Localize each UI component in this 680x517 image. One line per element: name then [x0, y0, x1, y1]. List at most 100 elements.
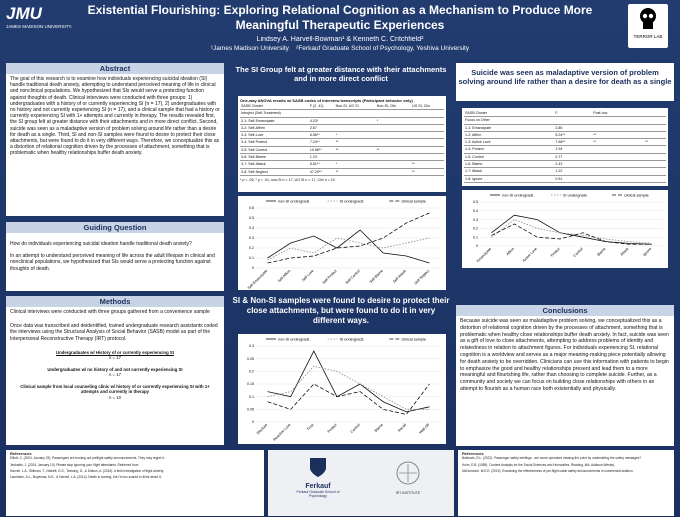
- group: Clinical sample from local counseling cl…: [18, 384, 212, 401]
- cell: [334, 124, 376, 133]
- conclusions-body: Because suicide was seen as maladaptive …: [456, 316, 674, 446]
- cell: [411, 131, 444, 140]
- series-line: [491, 219, 652, 244]
- cell: **: [375, 146, 412, 155]
- results-heading: Suicide was seen as maladaptive version …: [456, 63, 674, 101]
- cell: [644, 145, 660, 154]
- table-row: 3-1: Self-Emancipate 4.23* *: [240, 117, 444, 125]
- table-row: Introject (Self-Treatment): [240, 109, 444, 118]
- x-tick-label: Reactive Love: [272, 423, 291, 442]
- chart: 0 0.05 0.1 0.15 0.2 0.25 0.3 Disclose Reactive L…: [247, 337, 441, 442]
- cell: 1-8: Ignore: [464, 175, 555, 183]
- y-tick-label: 0.5: [473, 200, 478, 204]
- cell: **: [592, 131, 645, 140]
- abstract-body: The goal of this research is to examine …: [6, 74, 224, 216]
- x-tick-label: Self Neglect: [414, 269, 431, 286]
- y-tick-label: 0.1: [249, 395, 254, 399]
- cell: [659, 131, 666, 140]
- y-tick-label: 0.2: [249, 370, 254, 374]
- guiding-body: How do individuals experiencing suicidal…: [6, 233, 224, 291]
- table: SASB Cluster F (2, 41) Non-SI, UG SI Non-SI…: [240, 103, 444, 176]
- reference: Jeubalds, J. (2024, January 10). Please …: [10, 462, 139, 467]
- cell: 47.29**: [308, 168, 335, 176]
- group-label: Undergraduates w/ no history of and not …: [47, 366, 183, 372]
- cell: 1-7: Attack: [464, 167, 555, 176]
- cell: 3-4: Self-Protect: [240, 138, 309, 147]
- cell: 3-5: Self-Control: [240, 146, 309, 155]
- cell: *: [375, 117, 412, 125]
- references-right: References Bukiewic, R.L. (2022). Passeng…: [458, 450, 674, 516]
- group-n: n = 17: [108, 355, 122, 361]
- table-row: 1-6: Blame 2.43: [464, 160, 666, 169]
- table-row: 3-5: Self-Control 10.88** ** **: [240, 146, 444, 155]
- series-line: [267, 350, 430, 413]
- cell: [334, 109, 376, 118]
- series-line: [267, 365, 430, 410]
- cell: 1-5: Control: [464, 153, 555, 162]
- y-tick-label: 0.25: [247, 357, 254, 361]
- y-tick-label: 0.1: [249, 256, 254, 260]
- cell: Focus on Other: [464, 116, 555, 125]
- cell: [644, 131, 660, 140]
- series-line: [267, 229, 430, 264]
- paragraph: How do individuals experiencing suicidal…: [10, 241, 192, 247]
- cell: 3-6: Self-Blame: [240, 153, 309, 162]
- cell: Introject (Self-Treatment): [240, 109, 309, 118]
- irt-logo: IRT INSTITUTE: [378, 460, 438, 510]
- cell: 7.24**: [308, 138, 335, 147]
- cell: [592, 160, 645, 169]
- cell: **: [411, 160, 444, 169]
- table: SASB Cluster F Post-hoc Focus on Other 1-1: …: [464, 110, 666, 183]
- logo-text: IRT INSTITUTE: [395, 491, 421, 495]
- references-heading: References: [10, 451, 32, 456]
- chart-box: 0 0.1 0.2 0.3 0.4 0.5 Emancipate Affirm Active L…: [462, 190, 668, 268]
- logo-text: TERROR LAB: [633, 34, 663, 39]
- x-tick-label: Ignore: [642, 247, 652, 257]
- x-tick-label: Control: [350, 423, 361, 434]
- logo-sub: Ferkauf Graduate School of Psychology: [296, 490, 340, 498]
- skull-icon: [640, 8, 656, 29]
- x-tick-label: Blame: [374, 423, 384, 433]
- paragraph: In an attempt to understand perceived me…: [10, 253, 215, 272]
- reference: Harvell, L.A., Stillman, T., Nisbett, G.…: [10, 468, 164, 473]
- x-tick-label: Self Protect: [322, 269, 338, 285]
- cell: 1.22: [554, 167, 593, 176]
- cell: [592, 116, 645, 125]
- x-tick-label: Attack: [619, 247, 629, 257]
- cell: **: [334, 168, 376, 176]
- column-header: UG SI, Clin: [411, 103, 444, 111]
- y-tick-label: 0.2: [473, 227, 478, 231]
- cell: [411, 117, 444, 125]
- reference: Holm, E.B. (1989). Content Analysis for …: [462, 462, 615, 467]
- cell: 10.88**: [308, 146, 335, 155]
- section-heading: Abstract: [6, 63, 224, 74]
- cell: [411, 109, 444, 118]
- y-tick-label: 0: [252, 266, 254, 270]
- cell: [592, 145, 645, 154]
- logo-right: TERROR LAB: [628, 4, 668, 48]
- reference: Elliott, C. (2024, January 23). Passenge…: [10, 456, 165, 461]
- legend-label: SI undergrads: [340, 337, 364, 341]
- affiliations: ¹James Madison University ²Ferkauf Gradu…: [80, 45, 600, 55]
- group-n: n = 17: [108, 372, 122, 378]
- y-tick-label: 0: [476, 244, 478, 248]
- cell: [554, 116, 593, 125]
- x-tick-label: Self Control: [345, 269, 361, 285]
- logo-text: JMU: [6, 4, 42, 23]
- table-header: SASB Cluster F Post-hoc: [464, 110, 666, 118]
- x-tick-label: Protect: [327, 423, 338, 434]
- column-header: [644, 110, 660, 118]
- cell: 3-1: Self-Emancipate: [240, 117, 309, 125]
- irt-icon: [396, 461, 420, 485]
- cell: 6.56**: [308, 131, 335, 140]
- table-row: Focus on Other: [464, 116, 666, 125]
- x-tick-label: Disclose: [256, 423, 268, 435]
- chart-box: 0 0.05 0.1 0.15 0.2 0.25 0.3 Disclose Reactive L…: [238, 334, 446, 444]
- methods-body: Clinical interviews were conducted with …: [6, 307, 224, 445]
- legend-label: SI undergrads: [563, 193, 587, 197]
- cell: [592, 167, 645, 176]
- column-header: [659, 110, 666, 118]
- cell: 3-8: Self-Neglect: [240, 168, 309, 176]
- legend-label: clinical sample: [401, 199, 426, 203]
